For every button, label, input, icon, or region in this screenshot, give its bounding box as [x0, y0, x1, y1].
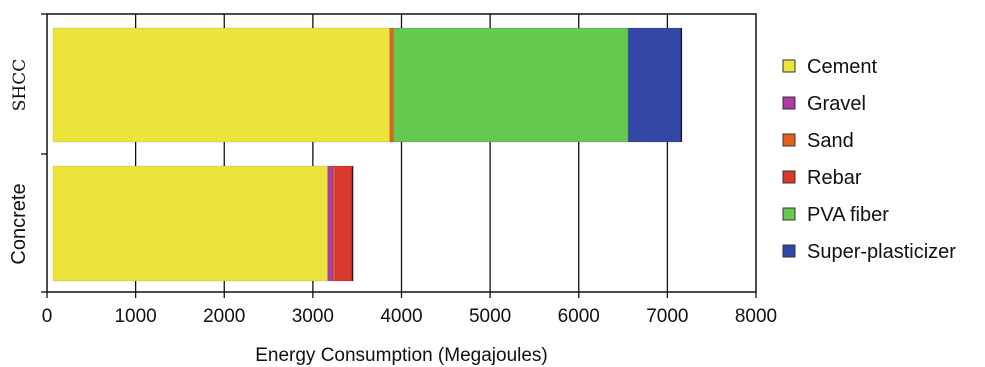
legend: Cement Gravel Sand Rebar PVA fiber Super-plas…: [782, 56, 956, 263]
legend-swatch-super-plasticizer: [782, 244, 796, 258]
x-tick-label: 2000: [203, 306, 245, 327]
legend-label-sand: Sand: [807, 130, 854, 152]
legend-swatch-gravel: [782, 96, 796, 110]
legend-swatch-rebar: [782, 170, 796, 184]
category-label-concrete: Concrete: [8, 183, 30, 264]
bar-rebar: [334, 165, 353, 282]
legend-swatch-cement: [782, 59, 796, 73]
legend-swatch-pva-fiber: [782, 207, 796, 221]
legend-label-gravel: Gravel: [807, 93, 866, 115]
bars: [52, 27, 683, 282]
x-axis-title: Energy Consumption (Megajoules): [255, 345, 548, 366]
category-label-shcc: SHCC: [10, 59, 30, 112]
x-tick-label: 4000: [380, 306, 422, 327]
x-tick-label: 1000: [114, 306, 156, 327]
legend-label-cement: Cement: [807, 56, 877, 78]
legend-label-rebar: Rebar: [807, 167, 862, 189]
bar-pva-fiber: [393, 27, 629, 143]
legend-swatch-sand: [782, 133, 796, 147]
legend-label-super-plasticizer: Super-plasticizer: [807, 241, 956, 263]
y-ticks: [41, 13, 47, 293]
x-tick-label: 7000: [646, 306, 688, 327]
x-tick-label: 8000: [735, 306, 777, 327]
x-tick-label: 0: [42, 306, 53, 327]
bar-gravel: [327, 165, 334, 282]
bar-cement: [52, 27, 391, 143]
bar-sand: [332, 165, 336, 282]
legend-label-pva-fiber: PVA fiber: [807, 204, 889, 226]
x-tick-label: 3000: [292, 306, 334, 327]
bar-super-plasticizer: [627, 27, 682, 143]
x-tick-label: 6000: [558, 306, 600, 327]
x-tick-label: 5000: [469, 306, 511, 327]
x-ticks: 0 1000 2000 3000 4000 5000 6000 7000 8000: [42, 292, 777, 327]
bar-cement: [52, 165, 329, 282]
bar-sand: [389, 27, 394, 143]
